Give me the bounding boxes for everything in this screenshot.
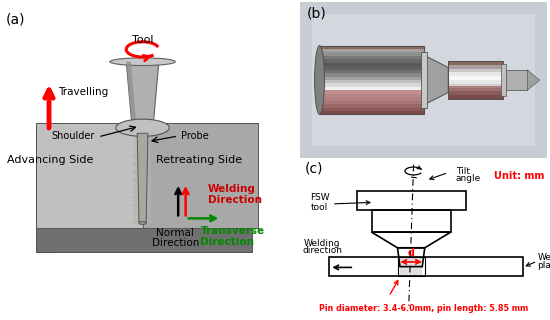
Text: Normal: Normal (156, 228, 194, 237)
Polygon shape (424, 55, 448, 105)
Bar (320, 90, 424, 94)
Polygon shape (126, 62, 136, 128)
Ellipse shape (116, 119, 169, 136)
Ellipse shape (139, 221, 146, 225)
Bar (320, 63, 424, 66)
Bar (398, 257, 425, 276)
Bar (448, 61, 503, 99)
Text: Transverse: Transverse (200, 226, 265, 236)
Text: Direction: Direction (200, 237, 255, 247)
Bar (312, 14, 535, 146)
Polygon shape (527, 70, 540, 90)
Text: Welding: Welding (304, 239, 340, 248)
Bar (320, 73, 424, 76)
Bar (448, 80, 503, 84)
Text: Weld: Weld (537, 253, 550, 262)
Ellipse shape (315, 45, 324, 115)
Text: Tilt: Tilt (456, 167, 470, 176)
Bar (421, 52, 427, 108)
Text: FSW
tool: FSW tool (310, 193, 329, 212)
Bar (320, 52, 424, 56)
Text: d: d (408, 248, 415, 258)
Text: (b): (b) (307, 6, 327, 20)
Text: Pin diameter: 3.4-6.0mm, pin length: 5.85 mm: Pin diameter: 3.4-6.0mm, pin length: 5.8… (319, 304, 528, 313)
Bar (320, 90, 424, 115)
Bar (320, 80, 424, 84)
Bar (329, 257, 522, 276)
Bar (320, 45, 424, 49)
Bar (320, 101, 424, 104)
Polygon shape (36, 228, 252, 252)
Bar (320, 111, 424, 115)
Ellipse shape (110, 58, 175, 66)
Polygon shape (36, 123, 142, 228)
Text: Direction: Direction (152, 238, 199, 248)
Bar (320, 76, 424, 80)
Bar (320, 108, 424, 111)
Bar (448, 88, 503, 91)
Polygon shape (142, 123, 258, 228)
Polygon shape (134, 129, 151, 225)
Bar (448, 86, 503, 99)
Text: Probe: Probe (181, 131, 209, 141)
Polygon shape (126, 62, 159, 128)
Bar (320, 56, 424, 59)
Bar (400, 257, 422, 276)
Text: (c): (c) (305, 162, 323, 176)
Polygon shape (36, 123, 59, 252)
Bar (448, 72, 503, 76)
Text: Tool: Tool (132, 35, 153, 45)
Bar (320, 49, 424, 52)
Bar (320, 84, 424, 87)
Bar (448, 84, 503, 88)
Bar (448, 95, 503, 99)
Bar (448, 61, 503, 65)
Bar (320, 87, 424, 90)
Text: Retreating Side: Retreating Side (156, 155, 242, 165)
Bar (448, 76, 503, 80)
Text: Shoulder: Shoulder (52, 131, 95, 141)
Text: Unit: mm: Unit: mm (494, 171, 545, 181)
Bar (448, 91, 503, 95)
Text: direction: direction (302, 246, 342, 255)
Text: Direction: Direction (208, 195, 262, 204)
Bar (320, 45, 424, 115)
Text: (a): (a) (6, 12, 25, 27)
Text: angle: angle (456, 174, 481, 183)
Text: Travelling: Travelling (58, 87, 108, 97)
Text: plates: plates (537, 260, 550, 269)
Bar (320, 59, 424, 63)
Text: Advancing Side: Advancing Side (7, 155, 94, 165)
Bar (320, 70, 424, 73)
Bar (507, 70, 527, 90)
Bar (320, 66, 424, 70)
Bar (448, 69, 503, 72)
Bar (502, 64, 507, 96)
Bar (448, 65, 503, 69)
Bar (320, 104, 424, 108)
Polygon shape (137, 133, 148, 223)
Text: Welding: Welding (208, 184, 256, 194)
Bar (320, 97, 424, 101)
Bar (320, 94, 424, 97)
